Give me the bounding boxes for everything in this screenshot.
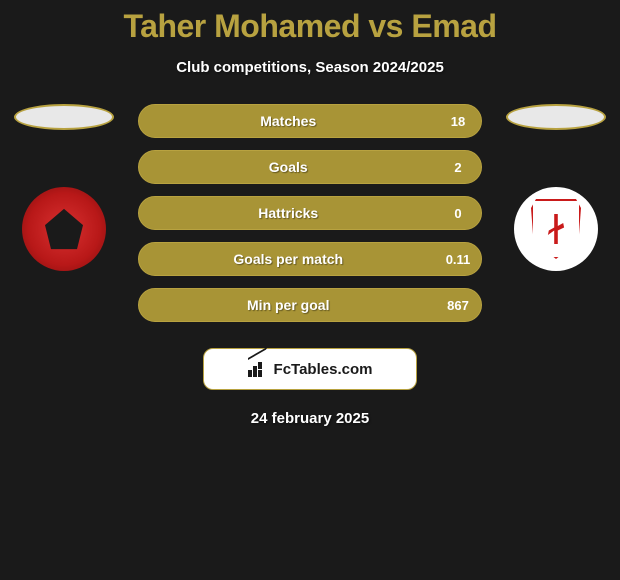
- brand-badge[interactable]: FcTables.com: [203, 348, 417, 390]
- main-row: Matches 18 Goals 2 Hattricks 0 Goals per…: [0, 104, 620, 334]
- club-badge-right: [514, 187, 598, 271]
- stat-label: Goals: [269, 159, 308, 175]
- stat-label: Matches: [260, 113, 316, 129]
- player-left-column: [8, 104, 120, 271]
- shield-icon: [531, 199, 581, 259]
- stat-value: 867: [435, 289, 481, 321]
- player-left-photo-placeholder: [14, 104, 114, 130]
- player-right-column: [500, 104, 612, 271]
- stat-row-goals: Goals 2: [138, 150, 482, 184]
- stat-value: 2: [435, 151, 481, 183]
- page-title: Taher Mohamed vs Emad: [0, 8, 620, 45]
- stat-row-goals-per-match: Goals per match 0.11: [138, 242, 482, 276]
- date-label: 24 february 2025: [0, 410, 620, 427]
- stat-value: 0: [435, 197, 481, 229]
- stat-label: Goals per match: [233, 251, 343, 267]
- stats-column: Matches 18 Goals 2 Hattricks 0 Goals per…: [120, 104, 500, 334]
- subtitle: Club competitions, Season 2024/2025: [0, 59, 620, 76]
- club-badge-left: [22, 187, 106, 271]
- player-right-photo-placeholder: [506, 104, 606, 130]
- stat-row-hattricks: Hattricks 0: [138, 196, 482, 230]
- comparison-card: Taher Mohamed vs Emad Club competitions,…: [0, 0, 620, 427]
- stat-row-min-per-goal: Min per goal 867: [138, 288, 482, 322]
- stat-label: Hattricks: [258, 205, 318, 221]
- stat-value: 0.11: [435, 243, 481, 275]
- bar-chart-icon: [248, 361, 268, 377]
- stat-row-matches: Matches 18: [138, 104, 482, 138]
- brand-label: FcTables.com: [274, 361, 373, 378]
- stat-value: 18: [435, 105, 481, 137]
- stat-label: Min per goal: [247, 297, 329, 313]
